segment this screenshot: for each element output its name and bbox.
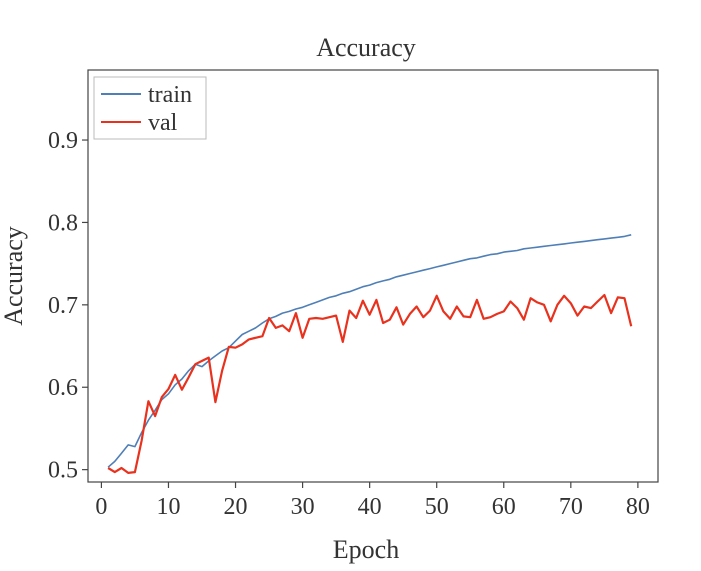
y-axis-label: Accuracy <box>0 226 28 326</box>
y-tick-label: 0.6 <box>48 375 78 401</box>
y-axis: 0.5 0.6 0.7 0.8 0.9 <box>48 128 88 484</box>
y-tick-label: 0.7 <box>48 293 78 319</box>
x-tick-label: 60 <box>492 494 516 520</box>
x-axis-label: Epoch <box>333 535 399 564</box>
y-tick-label: 0.9 <box>48 128 78 154</box>
x-tick-label: 70 <box>559 494 583 520</box>
x-tick-label: 0 <box>95 494 107 520</box>
x-tick-label: 50 <box>425 494 449 520</box>
legend-box <box>93 76 207 140</box>
x-tick-label: 10 <box>156 494 180 520</box>
x-tick-label: 30 <box>291 494 315 520</box>
y-tick-label: 0.5 <box>48 458 78 484</box>
legend-label-val: val <box>148 110 178 136</box>
legend: train val <box>93 76 207 140</box>
x-tick-label: 20 <box>224 494 248 520</box>
y-tick-label: 0.8 <box>48 210 78 236</box>
plot-frame <box>87 69 659 483</box>
chart-title: Accuracy <box>316 33 416 62</box>
x-tick-label: 40 <box>358 494 382 520</box>
x-tick-label: 80 <box>626 494 650 520</box>
series-line-train <box>107 234 632 468</box>
series-layer <box>107 234 633 474</box>
series-line-val <box>107 293 633 474</box>
legend-label-train: train <box>148 82 192 108</box>
x-axis: 0 10 20 30 40 50 60 70 80 <box>95 482 650 520</box>
